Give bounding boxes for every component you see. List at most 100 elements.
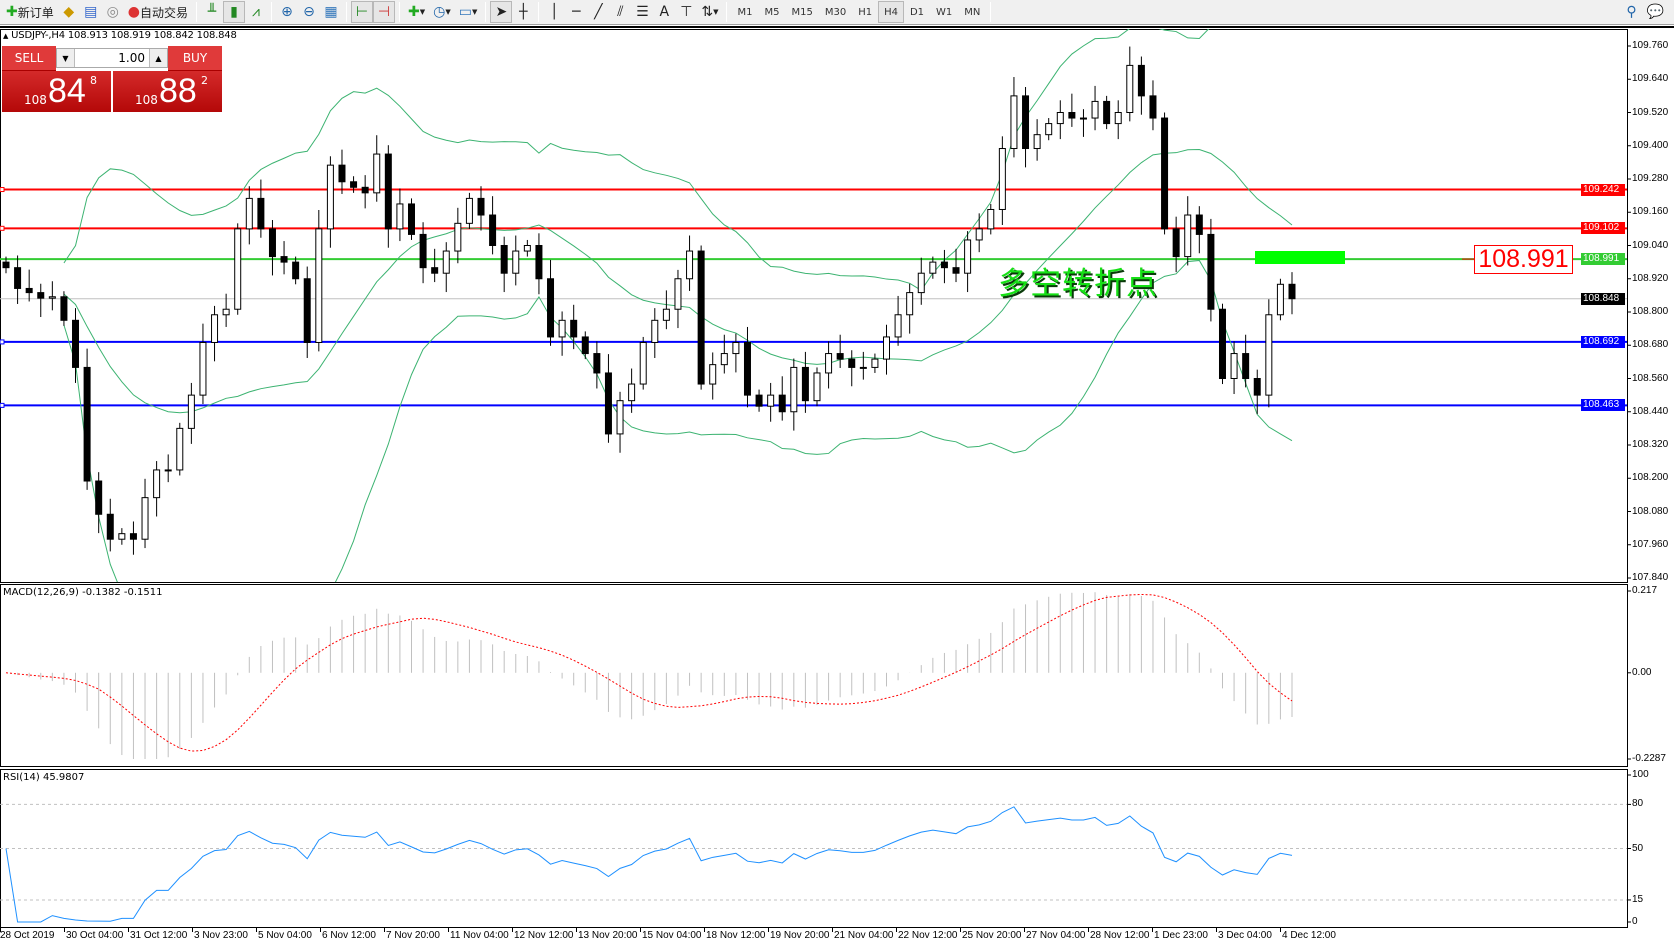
bull-candle bbox=[732, 341, 740, 355]
buy-button[interactable]: BUY bbox=[168, 46, 222, 71]
cursor-button[interactable]: ➤ bbox=[490, 1, 513, 23]
bull-candle bbox=[1056, 112, 1064, 125]
bull-candle bbox=[118, 533, 126, 540]
separator bbox=[345, 2, 347, 22]
lot-size-stepper[interactable]: ▼ 1.00 ▲ bbox=[56, 48, 168, 68]
price-tick-label: 107.840 bbox=[1632, 572, 1669, 583]
bull-candle bbox=[558, 319, 566, 338]
bear-candle bbox=[489, 214, 497, 246]
timeframe-h4[interactable]: H4 bbox=[878, 1, 904, 23]
buy-price[interactable]: 108 88 2 bbox=[113, 71, 222, 112]
templates-button[interactable]: ▭ ▼ bbox=[455, 1, 482, 23]
annotation-text[interactable]: 多空转折点 bbox=[998, 266, 1158, 302]
time-tick-label: 6 Nov 12:00 bbox=[322, 930, 376, 941]
timeframe-mn[interactable]: MN bbox=[964, 6, 981, 18]
pivot-zone-rectangle[interactable] bbox=[1255, 251, 1345, 264]
bear-candle bbox=[604, 372, 612, 435]
search-button[interactable]: ⚲ bbox=[1621, 1, 1643, 23]
bull-candle bbox=[1265, 314, 1273, 396]
auto-scroll-button[interactable]: ⊢ bbox=[350, 1, 373, 23]
signals-button[interactable]: ◎ bbox=[102, 1, 124, 23]
equidistant-channel-button[interactable]: ⫽ bbox=[609, 1, 631, 23]
separator bbox=[270, 2, 272, 22]
arrows-button[interactable]: ⇅ ▼ bbox=[697, 1, 722, 23]
candlestick-button[interactable]: ▮ bbox=[222, 1, 245, 23]
time-tick-label: 13 Nov 20:00 bbox=[578, 930, 638, 941]
bull-candle bbox=[245, 197, 253, 230]
vertical-line-button[interactable]: │ bbox=[543, 1, 565, 23]
bull-candle bbox=[222, 308, 230, 316]
time-tick-label: 18 Nov 12:00 bbox=[706, 930, 766, 941]
macd-panel-frame bbox=[0, 584, 1628, 767]
new-order-button[interactable]: ✚ 新订单 bbox=[2, 1, 58, 23]
bull-candle bbox=[199, 341, 207, 396]
timeframe-h1[interactable]: H1 bbox=[858, 6, 873, 18]
bear-candle bbox=[755, 394, 763, 407]
bear-candle bbox=[106, 513, 114, 540]
zoom-in-button[interactable]: ⊕ bbox=[276, 1, 298, 23]
separator bbox=[726, 2, 728, 22]
text-button[interactable]: A bbox=[653, 1, 675, 23]
timeframe-m1[interactable]: M1 bbox=[737, 6, 753, 18]
horizontal-line-button[interactable]: ─ bbox=[565, 1, 587, 23]
bull-candle bbox=[187, 394, 195, 429]
time-tick-label: 15 Nov 04:00 bbox=[642, 930, 702, 941]
bear-candle bbox=[836, 353, 844, 360]
bear-candle bbox=[419, 233, 427, 269]
bull-candle bbox=[767, 394, 775, 407]
trendline-button[interactable]: ╱ bbox=[587, 1, 609, 23]
zoom-out-button[interactable]: ⊖ bbox=[298, 1, 320, 23]
lot-size-input[interactable]: 1.00 bbox=[118, 51, 145, 65]
bear-candle bbox=[2, 261, 10, 269]
timeframe-m15[interactable]: M15 bbox=[791, 6, 813, 18]
one-click-trading-panel: SELL ▼ 1.00 ▲ BUY 108 84 8 108 88 2 bbox=[2, 46, 222, 112]
line-chart-button[interactable]: ⩘ bbox=[245, 1, 267, 23]
timeframe-d1[interactable]: D1 bbox=[909, 6, 925, 18]
tile-windows-button[interactable]: ▦ bbox=[320, 1, 342, 23]
bull-candle bbox=[164, 469, 172, 472]
timeframe-m30[interactable]: M30 bbox=[824, 6, 847, 18]
bull-candle bbox=[1114, 112, 1122, 125]
gold-bar-icon: ◆ bbox=[63, 4, 75, 20]
chevron-down-icon: ▼ bbox=[419, 8, 426, 16]
chart-shift-button[interactable]: ⊣ bbox=[372, 1, 395, 23]
bull-candle bbox=[917, 272, 925, 294]
periods-button[interactable]: ◷ ▼ bbox=[429, 1, 455, 23]
bull-candle bbox=[1276, 283, 1284, 316]
bear-candle bbox=[384, 153, 392, 230]
bar-chart-button[interactable]: ╨ bbox=[201, 1, 223, 23]
price-tick-label: 107.960 bbox=[1632, 538, 1669, 550]
timeframe-w1[interactable]: W1 bbox=[936, 6, 953, 18]
timeframe-m5[interactable]: M5 bbox=[764, 6, 780, 18]
vertical-line-icon: │ bbox=[550, 4, 559, 20]
indicators-button[interactable]: ✚ ▼ bbox=[404, 1, 429, 23]
bear-candle bbox=[535, 245, 543, 280]
arrows-icon: ⇅ bbox=[701, 4, 714, 20]
chat-button[interactable]: 💬 bbox=[1643, 1, 1668, 23]
auto-trading-button[interactable]: ● 自动交易 bbox=[124, 1, 192, 23]
bull-candle bbox=[975, 228, 983, 241]
lot-increase-button[interactable]: ▲ bbox=[149, 49, 167, 67]
fibonacci-button[interactable]: ☰ bbox=[631, 1, 653, 23]
bull-candle bbox=[48, 296, 56, 299]
navigator-button[interactable]: ▤ bbox=[80, 1, 102, 23]
bull-candle bbox=[153, 469, 161, 499]
crosshair-button[interactable]: ┼ bbox=[512, 1, 534, 23]
lot-decrease-button[interactable]: ▼ bbox=[57, 49, 75, 67]
bear-candle bbox=[338, 164, 346, 183]
buy-price-fraction: 2 bbox=[201, 74, 208, 87]
trendline-icon: ╱ bbox=[594, 4, 603, 20]
macd-tick-label: 0.00 bbox=[1632, 666, 1652, 678]
sell-price[interactable]: 108 84 8 bbox=[2, 71, 111, 112]
price-label-box[interactable]: 108.991 bbox=[1474, 245, 1573, 274]
collapse-triangle-icon[interactable]: ▲ bbox=[3, 32, 9, 40]
text-label-button[interactable]: ⊤ bbox=[675, 1, 697, 23]
bear-candle bbox=[801, 366, 809, 402]
candlestick-icon: ▮ bbox=[230, 4, 238, 20]
price-tick-label: 109.520 bbox=[1632, 106, 1669, 118]
sell-button[interactable]: SELL bbox=[2, 46, 56, 71]
main-plot bbox=[0, 29, 1627, 582]
market-watch-button[interactable]: ◆ bbox=[58, 1, 80, 23]
macd-plot bbox=[5, 592, 1293, 759]
